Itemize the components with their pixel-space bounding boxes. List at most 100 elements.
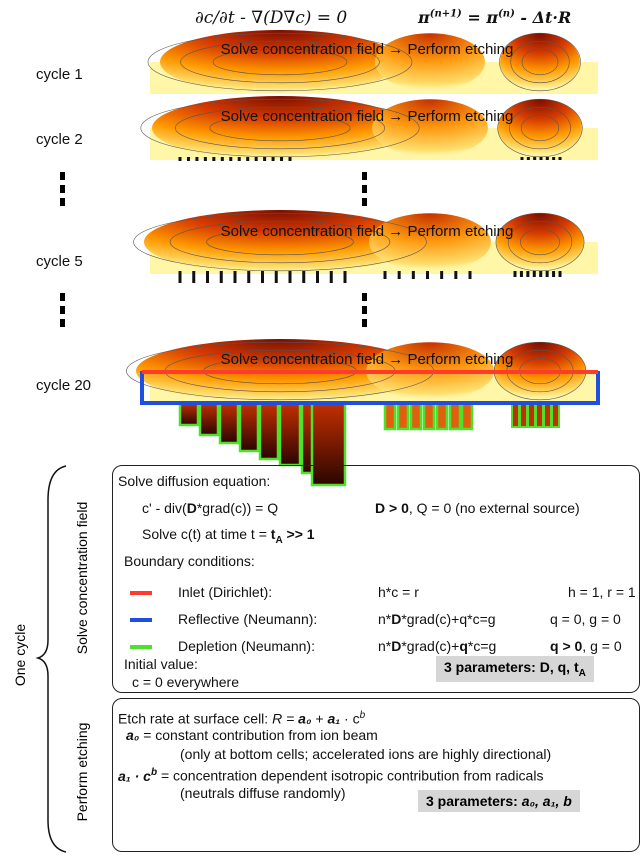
note: (only at bottom cells; accelerated ions … [180,746,552,762]
boundary-condition: h*c = r [378,584,419,600]
contour [212,48,348,76]
trench [435,401,449,431]
trench [396,401,410,431]
trench [383,401,397,431]
etch-pit [545,271,549,277]
etch-pit [220,157,224,161]
etch-pit [526,157,530,160]
etch-pit [186,157,190,161]
trench [527,402,536,428]
boundary-name: Depletion (Neumann): [178,638,315,654]
boundary-name: Inlet (Dirichlet): [178,584,273,600]
part: = concentration dependent isotropic cont… [157,767,544,784]
etch-pit [263,157,267,161]
etch-pit [288,271,292,283]
trench [519,402,528,428]
equation: ∂c/∂t - ∇(D∇c) = 0 [195,8,348,28]
equation: c' - div(D*grad(c)) = Q [142,500,278,516]
part: *grad(c)+ [401,638,460,654]
etch-pit [552,271,556,277]
field [160,30,400,94]
etch-pit [558,271,562,277]
etch-pit [558,157,562,160]
part: *c=g [467,638,497,654]
part: , g = 0 [582,638,622,654]
trench [543,402,552,428]
a1: a₁ · cb = concentration dependent isotro… [118,765,543,784]
rate: Etch rate at surface cell: R = a₀ + a₁ ·… [118,708,365,727]
section-label: Perform etching [74,722,90,822]
contour [510,40,570,84]
part: q > 0 [550,638,583,654]
etch-pit [212,157,216,161]
contour [169,220,391,264]
time: Solve c(t) at time t = tA >> 1 [142,526,315,546]
etch-pit [426,271,429,279]
part: *grad(c)+q*c=g [401,611,496,627]
contour [206,228,354,256]
trench [218,401,240,445]
contour [175,106,385,150]
heading: Solve diffusion equation: [118,473,271,489]
contour [495,212,585,272]
part: n* [378,638,392,654]
etch-pit [545,157,549,160]
part: 3 parameters: D, q, t [444,659,579,675]
etch-pit [288,157,292,161]
boundary-values: h = 1, r = 1 [568,584,636,600]
etch-pit [280,157,284,161]
field [144,210,416,274]
part: *grad(c)) = Q [196,500,279,516]
contour [140,98,420,158]
part: a₁ [327,710,341,727]
boundary-condition: n*D*grad(c)+q*c=g [378,638,496,654]
part: Etch rate at surface cell: [118,710,273,727]
note: (neutrals diffuse randomly) [180,785,346,801]
part: 3 parameters: [426,793,522,809]
bracket-label: One cycle [12,623,28,687]
etch-pit [468,271,472,279]
part: R = [272,710,299,727]
solve-box [112,465,640,693]
contour [209,114,351,142]
contour [507,220,573,264]
trench [409,401,423,431]
etch-pit [237,157,241,161]
trench [535,402,544,428]
brace [35,465,67,853]
etch-pit [206,271,209,283]
trench [198,401,220,437]
initial: c = 0 everywhere [132,674,239,690]
trench [460,401,474,431]
etch-pit [246,157,250,161]
contour [521,48,559,76]
parameters: 3 parameters: D, q, tA [436,656,594,682]
part: a₀ [298,710,312,727]
field [498,99,582,157]
trench [448,401,462,431]
eq-part: = π [461,8,499,27]
part: h*c = r [378,584,419,600]
part: a₁ · c [118,767,151,784]
trench [258,401,280,461]
part: D [391,611,402,627]
boundary-values: q = 0, g = 0 [550,611,621,627]
etch-pit [261,271,264,283]
field [496,213,584,271]
etch-pit [539,271,543,277]
part: A [275,534,283,546]
part: Solve c(t) at time t = [142,526,271,542]
cycle-label: cycle 5 [36,253,83,270]
etch-pit [411,271,415,279]
etch-pit [343,271,347,283]
part: D > 0 [375,500,409,516]
etch-pit [526,271,530,277]
etch-pit [203,157,207,161]
eq-part: π [418,8,430,27]
contour [509,106,571,150]
contour [133,212,427,272]
trench [310,401,347,487]
etch-pit [254,157,258,161]
